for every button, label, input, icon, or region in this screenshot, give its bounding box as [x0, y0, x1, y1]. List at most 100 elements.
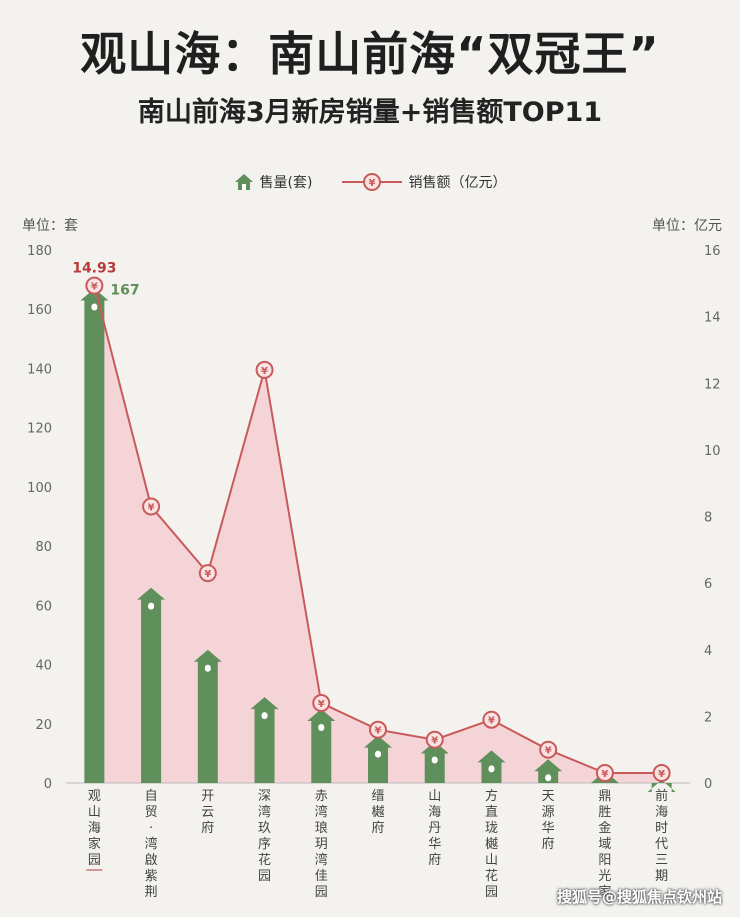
category-label: 天 [542, 789, 555, 804]
category-label: 琅 [315, 821, 328, 836]
amount-point: ¥ [425, 730, 444, 749]
amount-marker [652, 764, 671, 783]
bar-window [204, 664, 211, 672]
category-label: 丹 [428, 821, 441, 836]
left-axis-unit: 单位：套 [22, 218, 78, 234]
bar-window [658, 795, 665, 803]
right-tick-label: 4 [704, 644, 712, 659]
amount-point: ¥ [482, 710, 501, 729]
category-label: 花 [485, 868, 498, 884]
yuan-icon: ¥ [431, 736, 438, 747]
bar-window [318, 723, 325, 731]
category-label: 赤 [315, 789, 328, 804]
category-label: 珑 [485, 821, 498, 836]
amount-point: ¥ [142, 497, 161, 516]
legend-label-amount: 销售额（亿元） [408, 175, 507, 191]
category-label: 前 [655, 788, 668, 804]
bar-sales-units [534, 759, 563, 783]
amount-point: ¥ [652, 764, 671, 783]
category-label: 山 [88, 805, 101, 820]
right-tick-label: 16 [704, 244, 721, 259]
amount-marker [369, 720, 387, 739]
yuan-icon: ¥ [658, 769, 665, 780]
right-tick-label: 8 [704, 511, 712, 526]
bar-window [148, 602, 155, 610]
category-label: 观 [88, 789, 101, 804]
category-label: 海 [88, 821, 101, 836]
left-tick-label: 20 [35, 718, 52, 733]
category-label: 阳 [598, 853, 611, 868]
category-label: 玖 [258, 820, 271, 836]
chart-legend: 售量(套) ¥ 销售额（亿元） [0, 172, 740, 192]
category-label: 三 [655, 853, 668, 868]
category-label: 家 [88, 836, 101, 852]
category-label: 府 [542, 837, 555, 852]
right-tick-label: 14 [704, 311, 721, 326]
amount-point: ¥ [255, 360, 274, 379]
category-label: 紫 [145, 869, 158, 884]
legend-label-units: 售量(套) [259, 175, 313, 191]
amount-point: ¥ [312, 694, 331, 713]
category-label: 方 [485, 788, 498, 804]
amount-data-label: 14.93 [72, 261, 116, 277]
category-label: 贸 [145, 805, 158, 820]
amount-marker [198, 564, 217, 583]
bar-window [91, 303, 98, 311]
bar-window [488, 765, 495, 773]
yuan-icon: ¥ [261, 366, 268, 377]
svg-text:¥: ¥ [369, 178, 376, 189]
amount-marker [85, 276, 104, 295]
category-label: 园 [88, 853, 101, 868]
yuan-icon: ¥ [488, 716, 495, 727]
units-data-label: 167 [110, 282, 139, 298]
category-label: 家 [598, 884, 611, 900]
category-label: 直 [485, 805, 498, 820]
bar-sales-units [137, 587, 166, 783]
category-label: 啟 [145, 853, 158, 868]
category-label: 华 [542, 821, 555, 836]
right-tick-label: 10 [704, 444, 721, 459]
category-label: 府 [371, 821, 384, 836]
category-label: 时 [655, 821, 668, 836]
category-label: 代 [655, 837, 668, 852]
category-label: 光 [598, 869, 611, 884]
yuan-icon: ¥ [545, 746, 552, 757]
category-label: 期 [655, 869, 668, 884]
amount-point: ¥ [369, 720, 387, 739]
left-tick-label: 100 [27, 481, 52, 496]
category-label: 山 [485, 853, 498, 868]
yuan-icon: ¥ [318, 699, 325, 710]
left-tick-label: 160 [27, 303, 52, 318]
bar-sales-units [80, 288, 109, 783]
amount-marker [539, 740, 558, 759]
category-label: 樾 [485, 836, 498, 852]
category-label: 海 [428, 805, 441, 820]
category-label: 华 [428, 837, 441, 852]
category-label: 园 [258, 869, 271, 884]
right-tick-label: 12 [704, 377, 721, 392]
amount-marker [425, 730, 444, 749]
amount-marker [142, 497, 161, 516]
category-label: 湾 [315, 852, 328, 868]
left-tick-label: 80 [35, 540, 52, 555]
category-label: 花 [258, 852, 271, 868]
legend-item-units: 售量(套) [234, 172, 313, 192]
left-tick-label: 0 [44, 777, 52, 792]
yuan-line-icon: ¥ [342, 173, 403, 191]
category-label: · [149, 821, 153, 836]
bar-window [545, 774, 552, 782]
yuan-icon: ¥ [375, 726, 382, 737]
right-tick-label: 2 [704, 710, 712, 725]
category-label: 山 [428, 789, 441, 804]
amount-point: ¥ [539, 740, 558, 759]
bar-sales-units [307, 708, 336, 783]
left-tick-label: 40 [35, 659, 52, 674]
category-label: 樾 [371, 804, 384, 820]
bar-window [601, 786, 608, 794]
right-tick-label: 6 [704, 577, 712, 592]
category-label: 深 [258, 789, 271, 804]
category-label: 金 [598, 820, 611, 836]
category-label: 佳 [315, 869, 328, 884]
yuan-icon: ¥ [148, 503, 155, 514]
